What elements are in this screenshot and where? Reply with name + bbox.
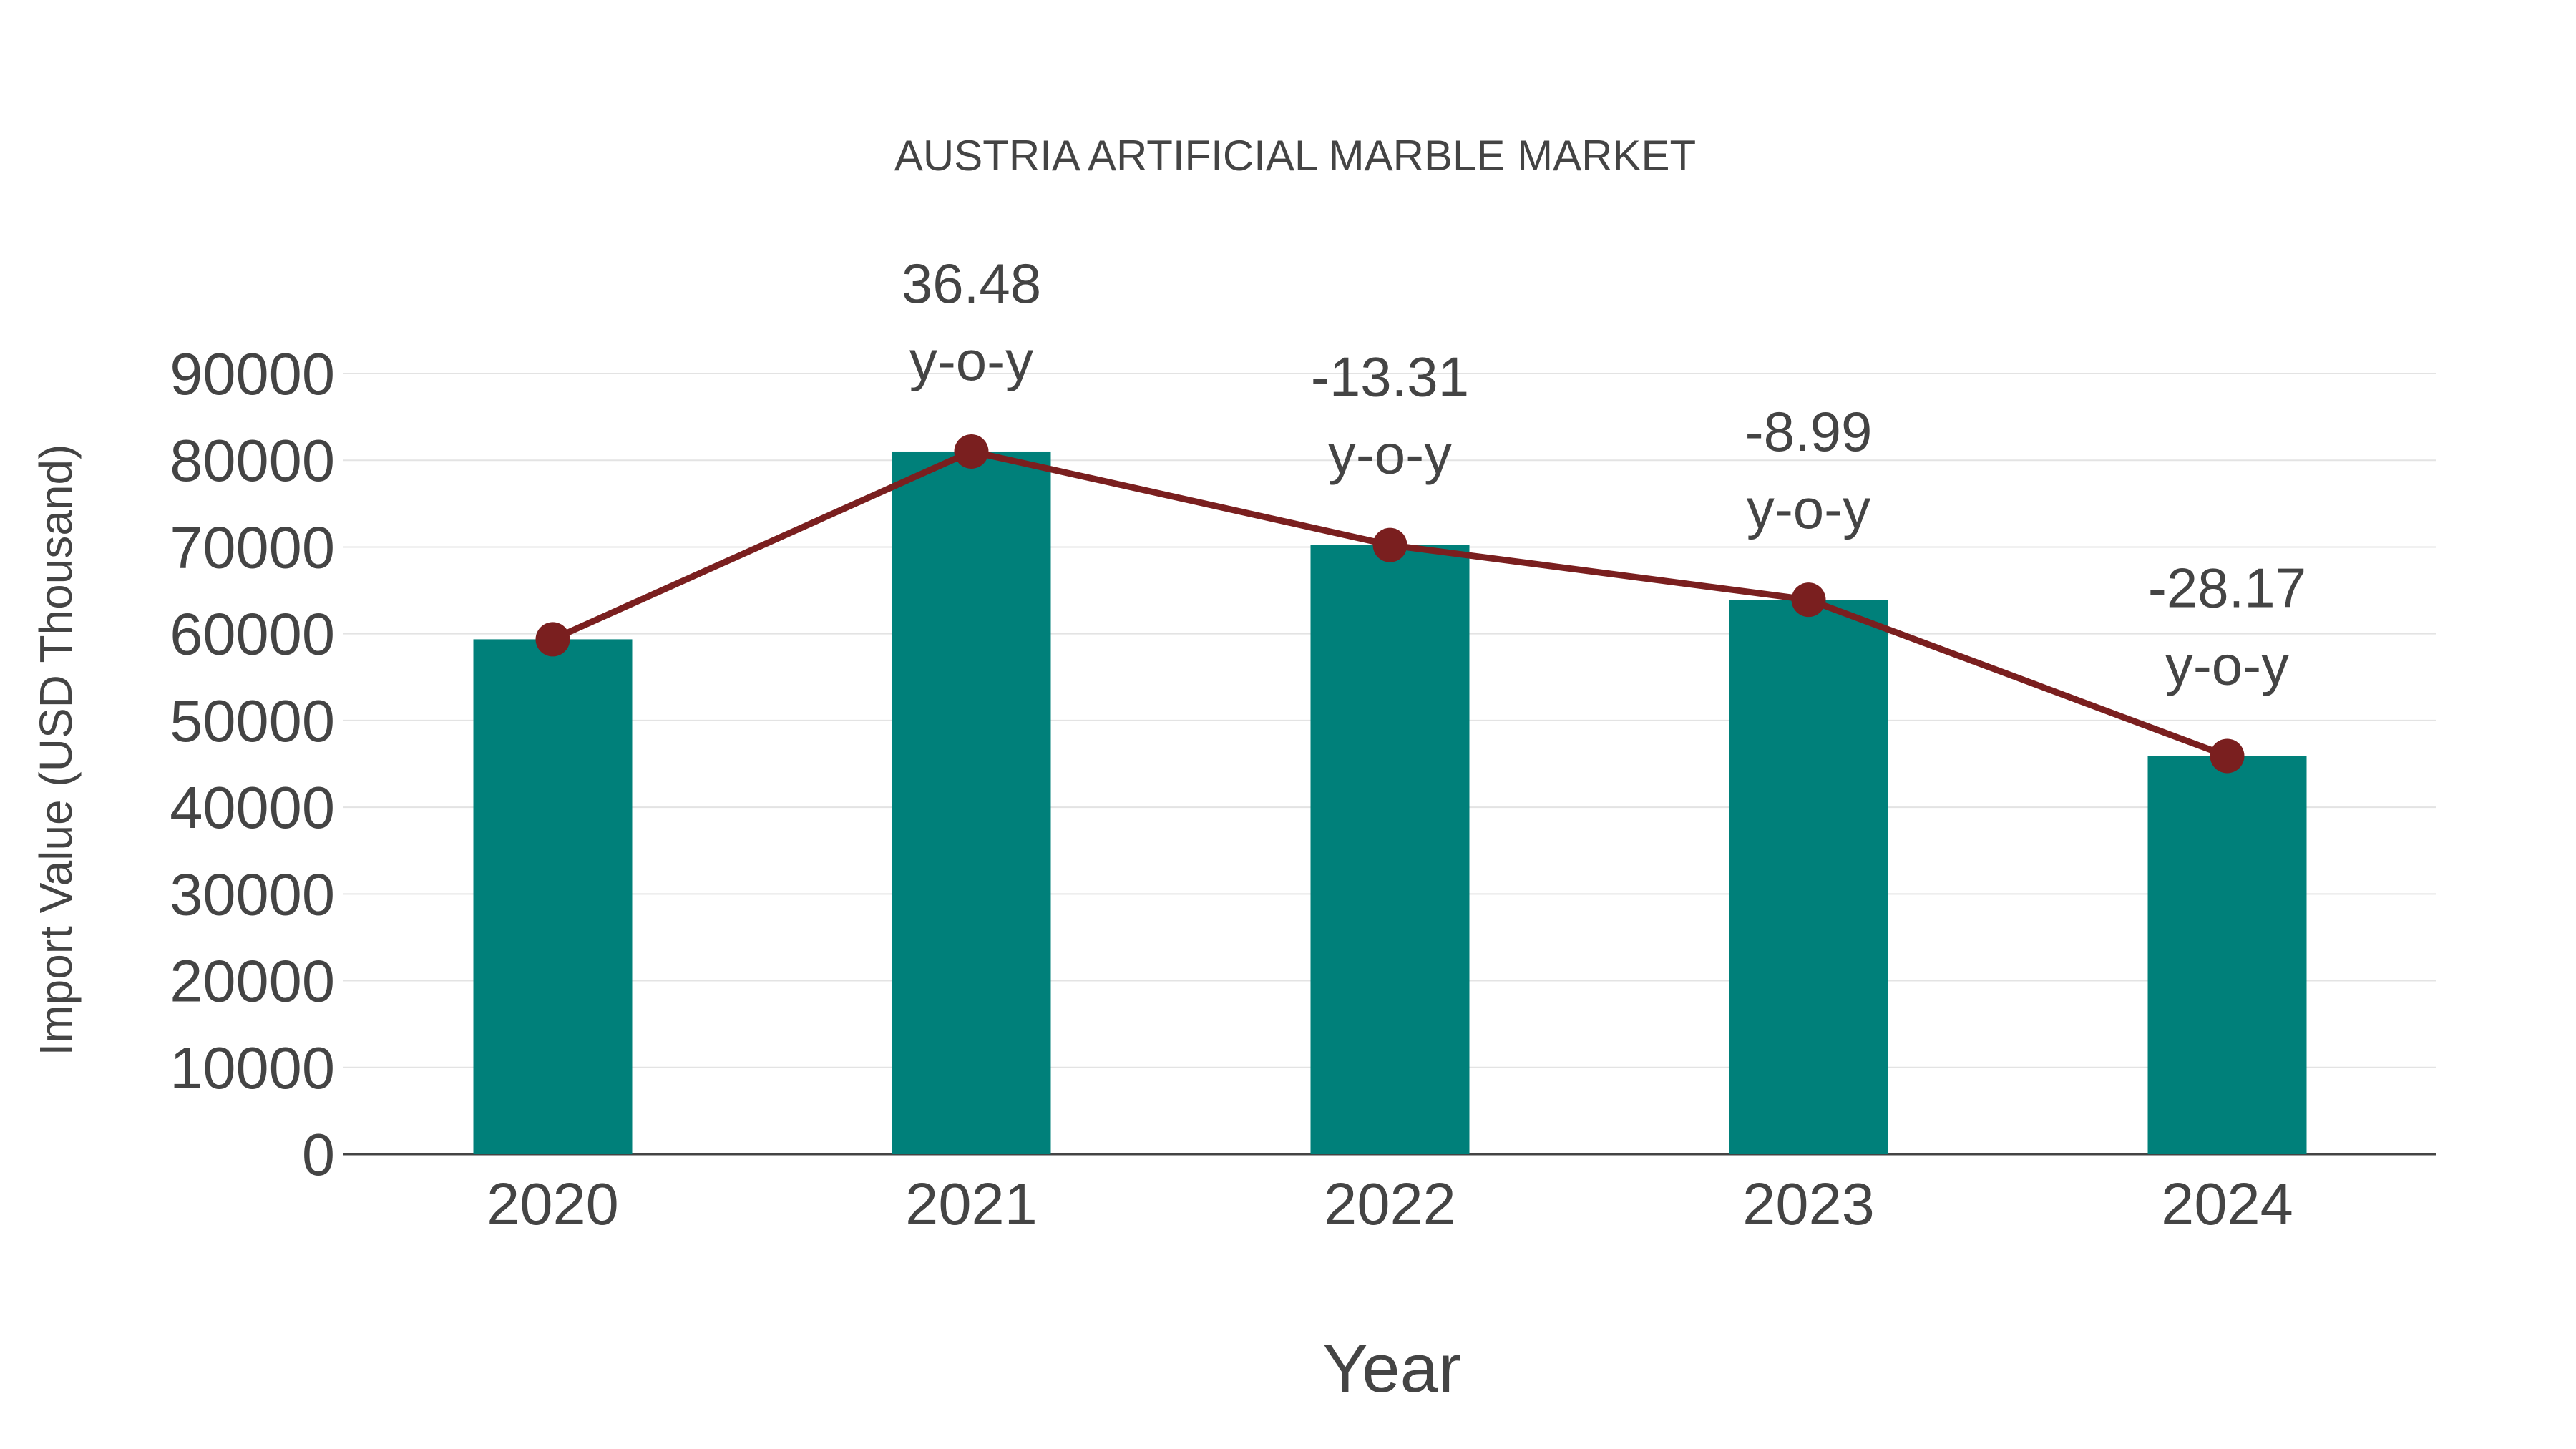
y-tick-label: 20000: [170, 948, 335, 1015]
yoy-suffix-label: y-o-y: [909, 329, 1033, 392]
bar-2023: [1729, 600, 1888, 1154]
x-tick-label: 2022: [1324, 1171, 1456, 1237]
yoy-suffix-label: y-o-y: [1328, 423, 1452, 486]
chart-title: AUSTRIA ARTIFICIAL MARBLE MARKET: [894, 132, 1696, 180]
y-tick-label: 50000: [170, 688, 335, 754]
y-tick-label: 10000: [170, 1035, 335, 1101]
y-tick-label: 70000: [170, 514, 335, 580]
trend-point-2023: [1791, 582, 1826, 618]
x-tick-label: 2024: [2161, 1171, 2293, 1237]
trend-point-2022: [1372, 527, 1407, 562]
bar-2020: [473, 639, 633, 1154]
x-tick-label: 2023: [1742, 1171, 1875, 1237]
yoy-value-label: -28.17: [2148, 556, 2306, 619]
y-tick-label: 80000: [170, 427, 335, 494]
y-tick-label: 90000: [170, 341, 335, 407]
yoy-value-label: 36.48: [902, 252, 1041, 315]
trend-point-2020: [535, 622, 570, 657]
y-tick-label: 40000: [170, 774, 335, 841]
x-axis-label: Year: [1322, 1330, 1461, 1407]
yoy-suffix-label: y-o-y: [2165, 633, 2289, 696]
yoy-value-label: -13.31: [1311, 346, 1469, 409]
y-axis-label: Import Value (USD Thousand): [30, 444, 82, 1056]
y-tick-label: 60000: [170, 601, 335, 668]
trend-point-2021: [954, 434, 989, 469]
bar-2024: [2147, 756, 2307, 1154]
bar-2022: [1310, 545, 1470, 1154]
bar-2021: [892, 451, 1051, 1154]
y-tick-label: 30000: [170, 861, 335, 927]
x-tick-label: 2021: [905, 1171, 1038, 1237]
yoy-value-label: -8.99: [1745, 400, 1873, 463]
y-tick-label: 0: [302, 1121, 335, 1188]
yoy-suffix-label: y-o-y: [1747, 477, 1870, 540]
x-tick-label: 2020: [487, 1171, 619, 1237]
trend-point-2024: [2210, 738, 2245, 774]
